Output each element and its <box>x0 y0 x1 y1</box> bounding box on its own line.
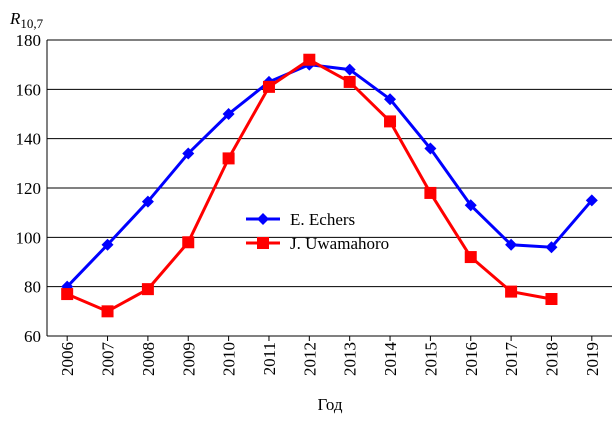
x-tick-label: 2008 <box>139 342 158 376</box>
point <box>303 53 316 66</box>
point <box>343 75 356 88</box>
x-tick-label: 2019 <box>583 342 602 376</box>
x-axis-label: Год <box>318 395 343 414</box>
point <box>101 305 114 318</box>
point <box>101 238 114 251</box>
point <box>384 93 397 106</box>
point <box>545 241 558 254</box>
point <box>343 63 356 76</box>
y-tick-label: 100 <box>16 228 42 247</box>
x-tick-label: 2009 <box>179 342 198 376</box>
series-line <box>66 63 593 288</box>
legend-label: E. Echers <box>290 210 355 229</box>
point <box>262 80 275 93</box>
point <box>222 152 235 165</box>
legend-label: J. Uwamahoro <box>290 234 389 253</box>
x-tick-label: 2013 <box>341 342 360 376</box>
point <box>141 283 154 296</box>
x-tick-label: 2007 <box>99 342 118 377</box>
x-tick-label: 2016 <box>462 342 481 376</box>
x-tick-label: 2015 <box>421 342 440 376</box>
x-tick-label: 2012 <box>300 342 319 376</box>
series-line <box>66 57 552 313</box>
point <box>424 186 437 199</box>
y-tick-label: 160 <box>16 80 42 99</box>
point <box>545 293 558 305</box>
x-tick-label: 2011 <box>260 342 279 375</box>
point <box>464 199 477 212</box>
point <box>585 194 598 207</box>
y-tick-label: 80 <box>24 278 41 297</box>
x-tick-label: 2017 <box>502 342 521 377</box>
y-tick-label: 180 <box>16 31 42 50</box>
x-tick-label: 2014 <box>381 342 400 377</box>
point <box>505 238 518 251</box>
legend-marker <box>257 237 269 249</box>
point <box>61 288 74 301</box>
x-tick-label: 2018 <box>542 342 561 376</box>
x-tick-label: 2006 <box>58 342 77 376</box>
point <box>141 195 154 208</box>
point <box>384 115 397 128</box>
point <box>505 285 518 298</box>
y-tick-label: 120 <box>16 179 42 198</box>
y-tick-label: 140 <box>16 130 42 149</box>
y-axis-label: R10,7 <box>9 9 44 31</box>
legend-marker <box>257 213 269 225</box>
point <box>464 251 477 264</box>
y-tick-label: 60 <box>24 327 41 346</box>
point <box>182 147 195 160</box>
point <box>222 108 235 120</box>
point <box>424 142 437 155</box>
point <box>182 236 195 249</box>
x-tick-label: 2010 <box>220 342 239 376</box>
